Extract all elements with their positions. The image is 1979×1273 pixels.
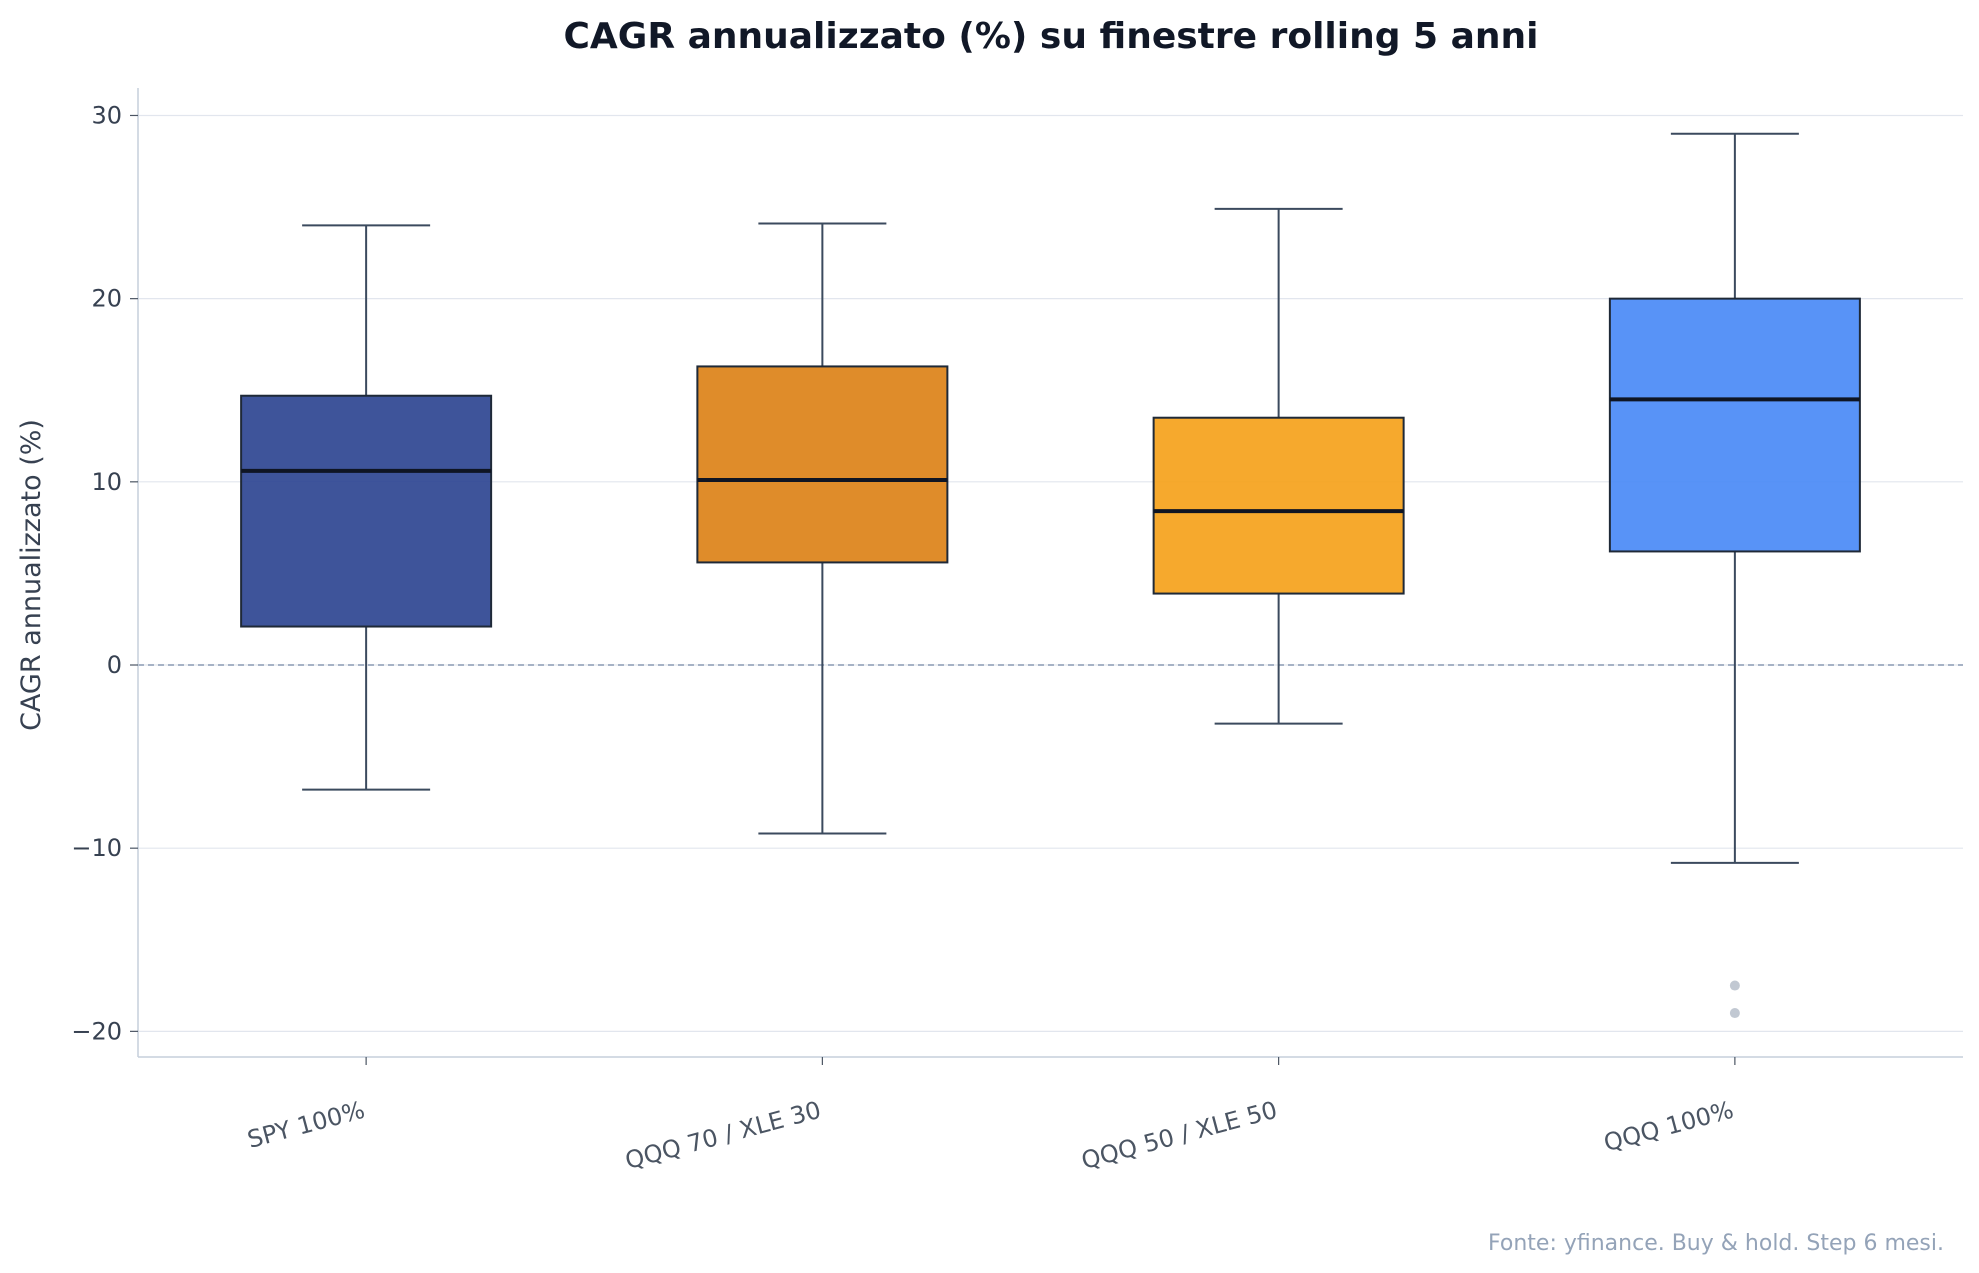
y-axis-ticks: −20 −10 0 10 20 30 [71,101,138,1045]
iqr-box [240,394,493,628]
x-tick-label: QQQ 50 / XLE 50 [1078,1096,1280,1175]
iqr-box [1608,297,1861,553]
y-tick-label: 20 [91,285,122,313]
iqr-box [1152,416,1405,595]
y-tick-label: 10 [91,468,122,496]
x-tick-label: QQQ 70 / XLE 30 [622,1096,824,1175]
box-1 [240,224,493,791]
iqr-box [696,365,949,564]
chart-title: CAGR annualizzato (%) su finestre rollin… [564,16,1539,57]
axes [137,88,1963,1058]
box-2 [696,222,949,835]
box-3 [1152,207,1405,725]
x-axis-ticks: SPY 100% QQQ 70 / XLE 30 QQQ 50 / XLE 50 QQ… [244,1057,1736,1175]
outlier-point [1729,980,1740,991]
x-tick-label: SPY 100% [244,1096,367,1154]
box-4 [1608,132,1861,1019]
outlier-point [1729,1008,1740,1019]
x-tick-label: QQQ 100% [1601,1096,1737,1157]
y-tick-label: 0 [107,651,122,679]
y-axis-label: CAGR annualizzato (%) [16,419,47,731]
boxes [240,132,1861,1019]
y-tick-label: −10 [71,834,122,862]
y-tick-label: 30 [91,101,122,129]
y-tick-label: −20 [71,1017,122,1045]
footnote: Fonte: yfinance. Buy & hold. Step 6 mesi… [1488,1231,1944,1256]
